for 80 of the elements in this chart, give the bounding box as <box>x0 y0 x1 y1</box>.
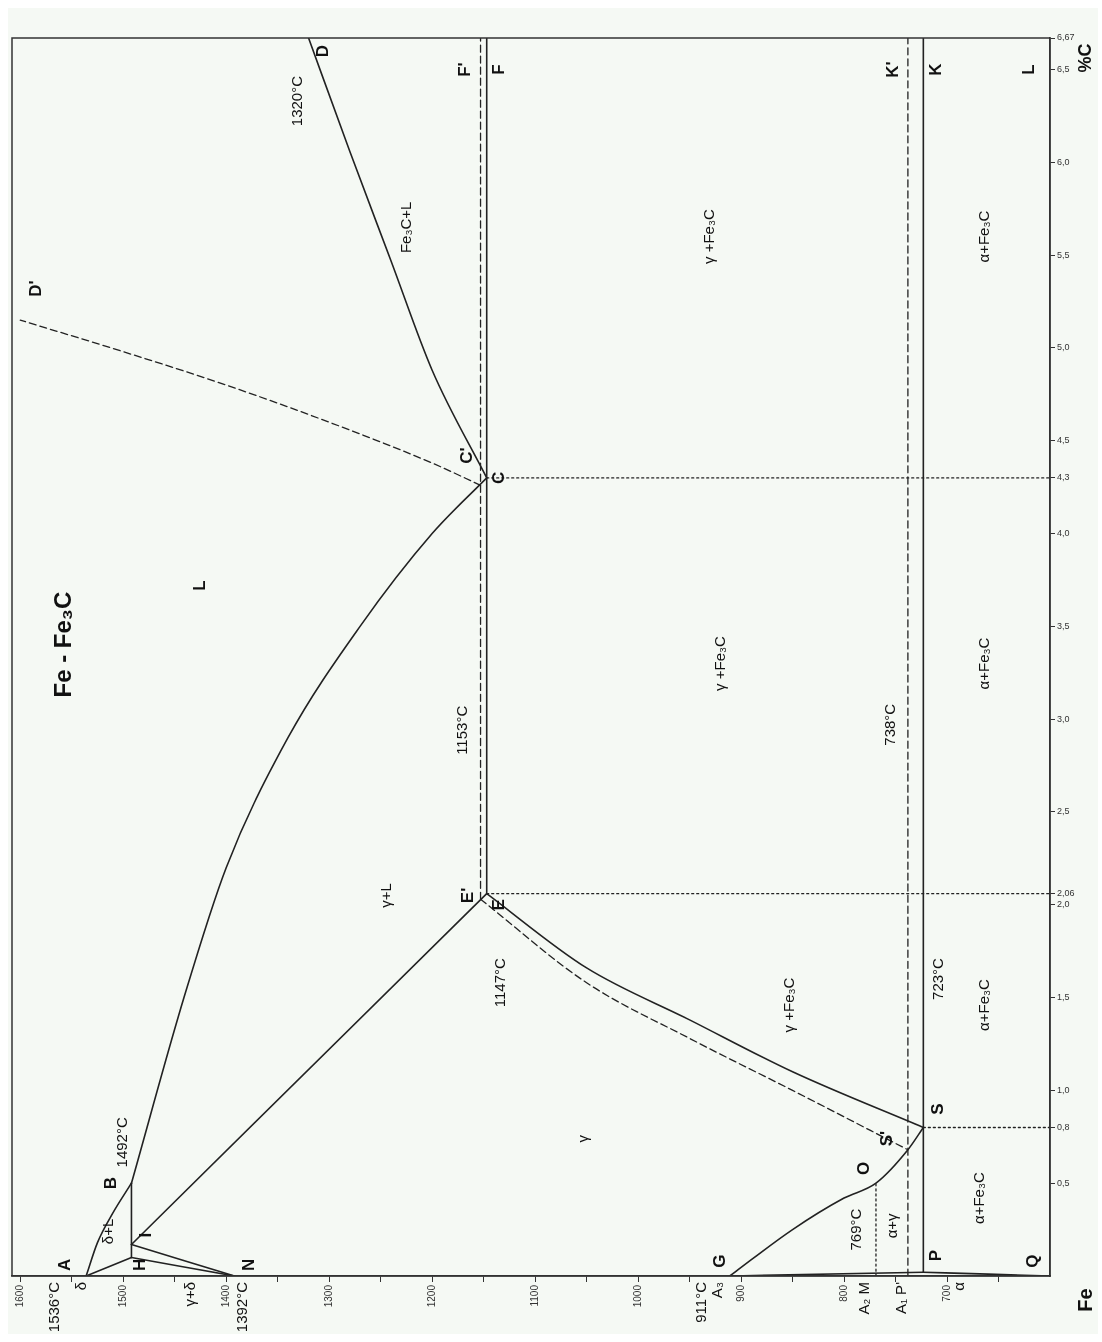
annotation: α+Fe₃C <box>975 637 993 690</box>
y-tick-label: 6,67 <box>1057 32 1075 43</box>
annotation: S' <box>876 1130 896 1147</box>
annotation: I <box>135 1232 155 1238</box>
annotation: B <box>100 1177 120 1190</box>
x-tick-label: 1600 <box>13 1284 25 1308</box>
annotation: K <box>926 62 946 76</box>
text: δ <box>72 1282 90 1291</box>
y-tick-label: 4,0 <box>1057 528 1070 539</box>
y-tick-label: 4,3 <box>1057 472 1070 483</box>
annotation: P <box>926 1249 946 1262</box>
y-tick-label: 3,5 <box>1057 620 1070 631</box>
annotation: D <box>312 44 332 58</box>
x-tick-label: 900 <box>734 1284 746 1302</box>
annotation: O <box>854 1161 874 1175</box>
y-tick-label: 6,0 <box>1057 156 1070 167</box>
y-tick-label: 0,8 <box>1057 1122 1070 1132</box>
annotation: L <box>190 580 210 591</box>
annotation: E' <box>457 887 477 904</box>
annotation: D' <box>26 280 46 297</box>
annotation: α+Fe₃C <box>975 210 993 263</box>
annotation: γ <box>573 1134 591 1143</box>
x-tick-label: 1200 <box>425 1284 437 1308</box>
text: Fe <box>1073 1288 1096 1312</box>
annotation: γ +Fe₃C <box>779 977 797 1033</box>
annotation: α+Fe₃C <box>975 978 993 1031</box>
text: A₁ P' <box>891 1281 909 1315</box>
x-tick-label: 1500 <box>116 1284 128 1308</box>
annotation: S <box>928 1103 948 1115</box>
annotation: α+Fe₃C <box>970 1171 988 1224</box>
annotation: C <box>488 471 508 485</box>
annotation: 769°C <box>846 1208 864 1251</box>
y-tick-label: 2,06 <box>1057 888 1075 899</box>
text: A₂ M <box>854 1282 872 1315</box>
x-tick-label: 1300 <box>322 1284 334 1308</box>
text: α <box>949 1281 967 1291</box>
annotation: H <box>130 1258 150 1271</box>
annotation: 1320°C <box>288 75 306 127</box>
annotation: F' <box>454 62 474 77</box>
y-tick-label: 5,5 <box>1057 249 1070 260</box>
text: γ+δ <box>181 1282 199 1307</box>
y-tick-label: 1,0 <box>1057 1084 1070 1095</box>
annotation: 1153°C <box>453 705 471 755</box>
text: 1536°C <box>45 1281 63 1333</box>
annotation: K' <box>883 61 903 78</box>
y-tick-label: 4,5 <box>1057 435 1070 446</box>
annotation: 738°C <box>880 703 898 746</box>
y-tick-label: 2,0 <box>1057 899 1070 910</box>
annotation: E <box>488 899 508 911</box>
annotation: γ +Fe₃C <box>710 635 728 691</box>
annotation: α+γ <box>882 1212 900 1239</box>
annotation: Q <box>1023 1254 1043 1268</box>
annotation: A <box>55 1258 75 1271</box>
text: Fe - Fe₃C <box>48 591 76 698</box>
annotation: δ+L <box>98 1218 116 1245</box>
y-tick-label: 5,0 <box>1057 342 1070 353</box>
annotation: N <box>238 1258 258 1271</box>
y-tick-label: 0,5 <box>1057 1177 1070 1188</box>
annotation: Fe₃C+L <box>396 201 414 254</box>
x-tick-label: 700 <box>940 1284 952 1302</box>
annotation: L <box>1019 64 1039 75</box>
annotation: 1492°C <box>113 1117 131 1168</box>
y-tick-label: 1,5 <box>1057 992 1070 1003</box>
annotation: F <box>488 64 508 75</box>
annotation: G <box>710 1254 730 1268</box>
y-axis-title: %C <box>1074 43 1095 73</box>
x-tick-label: 1400 <box>219 1284 231 1308</box>
y-tick-label: 6,5 <box>1057 64 1070 75</box>
annotation: γ +Fe₃C <box>700 209 718 265</box>
text: 911°C A₃ <box>692 1281 726 1323</box>
y-tick-label: 3,0 <box>1057 713 1070 724</box>
x-tick-label: 1000 <box>631 1284 643 1308</box>
x-tick-label: 1100 <box>528 1284 540 1307</box>
x-tick-label: 800 <box>837 1284 849 1302</box>
annotation: C' <box>456 447 476 464</box>
annotation: 723°C <box>928 957 946 1000</box>
annotation: 1147°C <box>491 958 509 1008</box>
annotation: γ+L <box>376 883 394 908</box>
text: 1392°C <box>232 1281 250 1333</box>
y-tick-label: 2,5 <box>1057 806 1070 817</box>
